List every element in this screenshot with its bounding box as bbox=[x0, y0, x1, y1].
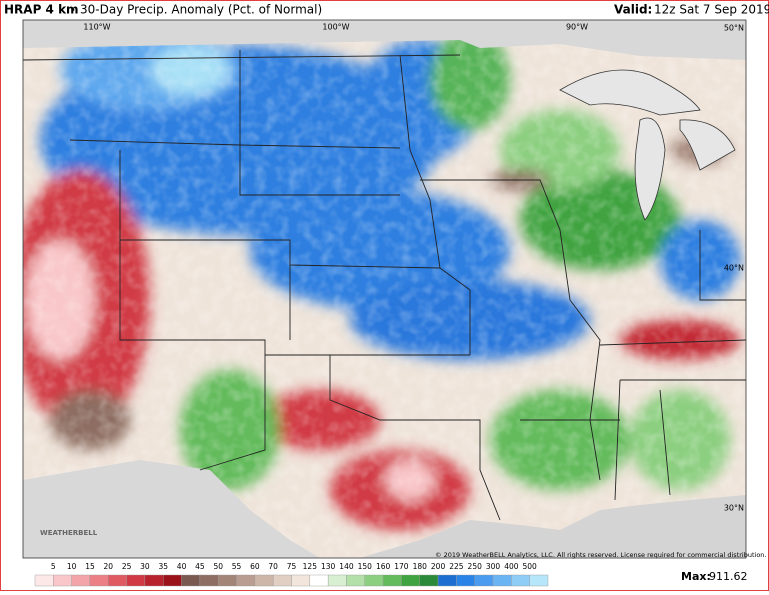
legend-label: 15 bbox=[85, 562, 95, 571]
legend-swatch bbox=[181, 574, 201, 587]
legend-swatch bbox=[309, 574, 329, 587]
lat-label: 50°N bbox=[724, 24, 744, 33]
lon-label: 90°W bbox=[566, 23, 588, 32]
lat-label: 40°N bbox=[724, 264, 744, 273]
legend-label: 150 bbox=[358, 562, 373, 571]
legend-swatch bbox=[401, 574, 420, 587]
max-label: Max: bbox=[681, 570, 711, 583]
legend-swatch bbox=[272, 574, 292, 587]
legend-label: 50 bbox=[213, 562, 223, 571]
legend-swatch bbox=[346, 574, 365, 587]
legend-label: 70 bbox=[268, 562, 278, 571]
legend-swatch bbox=[529, 574, 549, 587]
legend-swatch bbox=[71, 574, 91, 587]
lat-label: 30°N bbox=[724, 504, 744, 513]
legend-swatch bbox=[382, 574, 402, 587]
legend-label: 180 bbox=[413, 562, 428, 571]
legend-swatch bbox=[144, 574, 164, 587]
lon-label: 100°W bbox=[322, 23, 349, 32]
legend-label: 400 bbox=[504, 562, 519, 571]
legend-label: 10 bbox=[67, 562, 77, 571]
legend-label: 160 bbox=[376, 562, 391, 571]
subtitle: 30-Day Precip. Anomaly (Pct. of Normal) bbox=[80, 3, 322, 17]
legend-label: 25 bbox=[122, 562, 132, 571]
legend-swatch bbox=[456, 574, 475, 587]
legend-label: 35 bbox=[158, 562, 168, 571]
map bbox=[23, 20, 746, 558]
legend-swatch bbox=[291, 574, 311, 587]
legend-label: 55 bbox=[232, 562, 242, 571]
legend-label: 5 bbox=[51, 562, 56, 571]
legend-label: 130 bbox=[321, 562, 336, 571]
legend-swatch bbox=[218, 574, 237, 587]
legend-label: 225 bbox=[449, 562, 464, 571]
legend-swatch bbox=[89, 574, 109, 587]
legend-swatch bbox=[254, 574, 274, 587]
logo: WEATHERBELL bbox=[40, 529, 98, 537]
legend-swatch bbox=[419, 574, 439, 587]
max-value: 911.62 bbox=[709, 570, 748, 583]
legend-label: 75 bbox=[287, 562, 297, 571]
legend-label: 45 bbox=[195, 562, 205, 571]
map-border bbox=[22, 19, 747, 559]
legend-swatch bbox=[492, 574, 512, 587]
legend-label: 200 bbox=[431, 562, 446, 571]
legend-label: 250 bbox=[468, 562, 483, 571]
copyright: © 2019 WeatherBELL Analytics, LLC. All r… bbox=[435, 551, 766, 559]
legend-swatch bbox=[163, 574, 182, 587]
legend-label: 140 bbox=[339, 562, 354, 571]
legend-swatch bbox=[236, 574, 256, 587]
legend-swatch bbox=[474, 574, 494, 587]
legend-label: 20 bbox=[104, 562, 114, 571]
legend-label: 300 bbox=[486, 562, 501, 571]
legend-label: 60 bbox=[250, 562, 260, 571]
lon-label: 110°W bbox=[83, 23, 110, 32]
legend-swatch bbox=[437, 574, 457, 587]
legend-swatch bbox=[364, 574, 384, 587]
separator: • bbox=[70, 5, 76, 16]
legend-label: 30 bbox=[140, 562, 150, 571]
legend-label: 500 bbox=[523, 562, 538, 571]
legend-swatch bbox=[327, 574, 347, 587]
legend-label: 40 bbox=[177, 562, 187, 571]
legend-swatch bbox=[511, 574, 530, 587]
legend-swatch bbox=[126, 574, 146, 587]
legend-swatch bbox=[34, 574, 54, 587]
legend-swatch bbox=[53, 574, 72, 587]
legend-swatch bbox=[199, 574, 219, 587]
legend-label: 125 bbox=[303, 562, 318, 571]
legend-swatch bbox=[108, 574, 127, 587]
valid-label: Valid: bbox=[614, 3, 652, 17]
valid-time: 12z Sat 7 Sep 2019 bbox=[654, 3, 769, 17]
title: HRAP 4 km bbox=[4, 3, 79, 17]
legend-label: 170 bbox=[394, 562, 409, 571]
